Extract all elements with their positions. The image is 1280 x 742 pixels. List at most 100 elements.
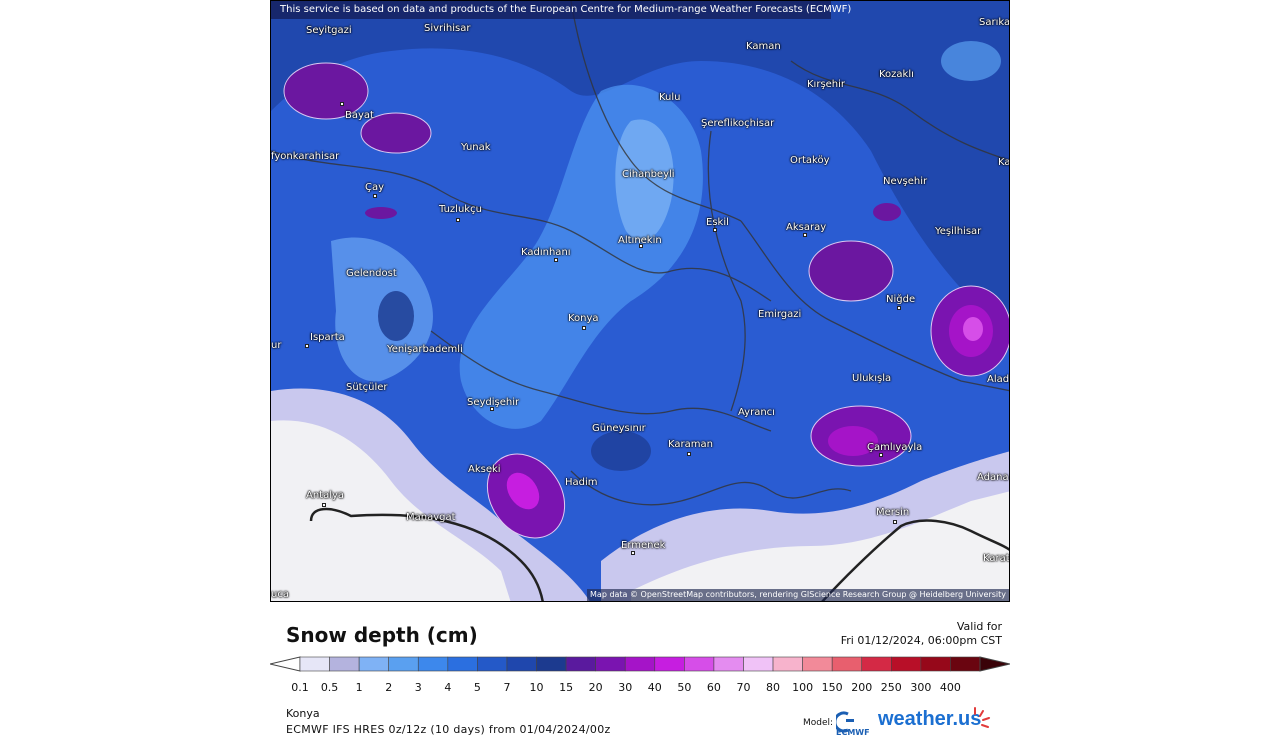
city-karat: Karat — [983, 553, 1010, 564]
city-kaman: Kaman — [746, 41, 781, 52]
scale-min-arrow — [270, 656, 301, 672]
city-adana: Adana — [977, 472, 1009, 483]
city-tuzlukcu: Tuzlukçu — [439, 204, 482, 215]
city-serefli: Şereflikoçhisar — [701, 118, 775, 129]
city-kulu: Kulu — [659, 92, 681, 103]
scale-tick-label: 70 — [736, 681, 751, 694]
city-bayat: Bayat — [345, 110, 374, 121]
city-cihanbeyli: Cihanbeyli — [622, 169, 675, 180]
scale-swatch — [506, 656, 537, 672]
city-cay: Çay — [365, 182, 385, 193]
city-antalya: Antalya — [306, 490, 345, 501]
scale-tick-label: 0.1 — [291, 681, 309, 694]
weather-us-logo[interactable]: weather.us — [878, 708, 982, 730]
city-hadim: Hadim — [565, 477, 598, 488]
scale-tick-label: 80 — [766, 681, 781, 694]
valid-date: Fri 01/12/2024, 06:00pm CST — [840, 634, 1002, 647]
color-scale-bar — [270, 656, 1010, 672]
map-fill — [271, 1, 1009, 601]
city-kirsehir: Kırşehir — [807, 79, 846, 90]
city-marker — [631, 551, 635, 555]
scale-tick-label: 250 — [880, 681, 902, 694]
ecmwf-logo-text: ECMWF — [836, 728, 870, 737]
city-manavgat: Manavgat — [406, 512, 456, 523]
city-ka: Ka — [998, 157, 1010, 168]
scale-tick-label: 30 — [618, 681, 633, 694]
snow-depth-map[interactable]: This service is based on data and produc… — [270, 0, 1010, 602]
scale-swatch — [920, 656, 951, 672]
city-sutculer: Sütçüler — [346, 382, 388, 393]
city-nevsehir: Nevşehir — [883, 176, 928, 187]
city-marker — [879, 453, 883, 457]
city-camliyayla: Çamlıyayla — [867, 442, 923, 453]
city-aksaray: Aksaray — [786, 222, 827, 233]
city-ur: ur — [271, 340, 282, 351]
city-kozakli: Kozaklı — [879, 69, 914, 80]
scale-tick-label: 4 — [444, 681, 452, 694]
scale-swatch — [358, 656, 389, 672]
city-gelendost: Gelendost — [346, 268, 397, 279]
scale-swatch — [654, 656, 685, 672]
city-altinekin: Altınekin — [618, 235, 662, 246]
scale-tick-label: 7 — [503, 681, 511, 694]
city-guneysinir: Güneysınır — [592, 423, 646, 434]
city-emirgazi: Emirgazi — [758, 309, 802, 320]
sun-rays-icon — [974, 707, 990, 728]
scale-tick-label: 40 — [647, 681, 662, 694]
scale-swatch — [891, 656, 922, 672]
city-kadinhani: Kadınhanı — [521, 247, 571, 258]
scale-swatch — [536, 656, 567, 672]
city-ayranci: Ayrancı — [738, 407, 775, 418]
scale-swatch — [477, 656, 508, 672]
scale-swatch — [861, 656, 892, 672]
city-nigde: Niğde — [886, 294, 916, 305]
valid-label: Valid for — [956, 620, 1002, 633]
scale-tick-label: 10 — [529, 681, 544, 694]
legend-title: Snow depth (cm) — [286, 623, 478, 647]
scale-tick-label: 150 — [821, 681, 843, 694]
city-marker — [893, 520, 897, 524]
location-name: Konya — [286, 707, 320, 720]
city-marker — [639, 244, 643, 248]
scale-swatch — [950, 656, 981, 672]
scale-tick-label: 400 — [939, 681, 961, 694]
scale-swatch — [624, 656, 656, 672]
city-marker — [554, 258, 558, 262]
scale-swatch — [329, 656, 360, 672]
scale-swatch — [772, 656, 803, 672]
scale-swatch — [713, 656, 744, 672]
city-sivrihisar: Sivrihisar — [424, 23, 471, 34]
city-marker — [582, 326, 586, 330]
scale-tick-label: 15 — [559, 681, 574, 694]
scale-tick-label: 3 — [414, 681, 422, 694]
model-run-info: ECMWF IFS HRES 0z/12z (10 days) from 01/… — [286, 723, 611, 736]
scale-tick-label: 60 — [706, 681, 721, 694]
scale-swatch — [447, 656, 478, 672]
scale-swatch — [743, 656, 774, 672]
city-marker — [713, 228, 717, 232]
scale-tick-label: 2 — [385, 681, 393, 694]
city-marker — [687, 452, 691, 456]
city-karaman: Karaman — [668, 439, 713, 450]
ecmwf-attribution: This service is based on data and produc… — [271, 1, 851, 19]
ecmwf-logo-icon[interactable] — [836, 710, 872, 738]
scale-tick-label: 1 — [355, 681, 363, 694]
scale-max-arrow — [979, 656, 1010, 672]
city-marker — [340, 102, 344, 106]
city-afyonkarahisar: fyonkarahisar — [271, 151, 340, 162]
city-mersin: Mersin — [876, 507, 910, 518]
scale-tick-label: 200 — [851, 681, 873, 694]
scale-tick-label: 0.5 — [320, 681, 339, 694]
scale-swatch — [684, 656, 715, 672]
city-marker — [490, 407, 494, 411]
scale-swatch — [802, 656, 833, 672]
scale-tick-label: 20 — [588, 681, 603, 694]
city-marker — [897, 306, 901, 310]
scale-tick-label: 100 — [792, 681, 814, 694]
city-seyitgazi: Seyitgazi — [306, 25, 352, 36]
model-label: Model: — [803, 718, 834, 728]
city-marker — [803, 233, 807, 237]
scale-tick-label: 5 — [473, 681, 481, 694]
scale-swatch — [595, 656, 626, 672]
city-ortakoy: Ortaköy — [790, 155, 830, 166]
